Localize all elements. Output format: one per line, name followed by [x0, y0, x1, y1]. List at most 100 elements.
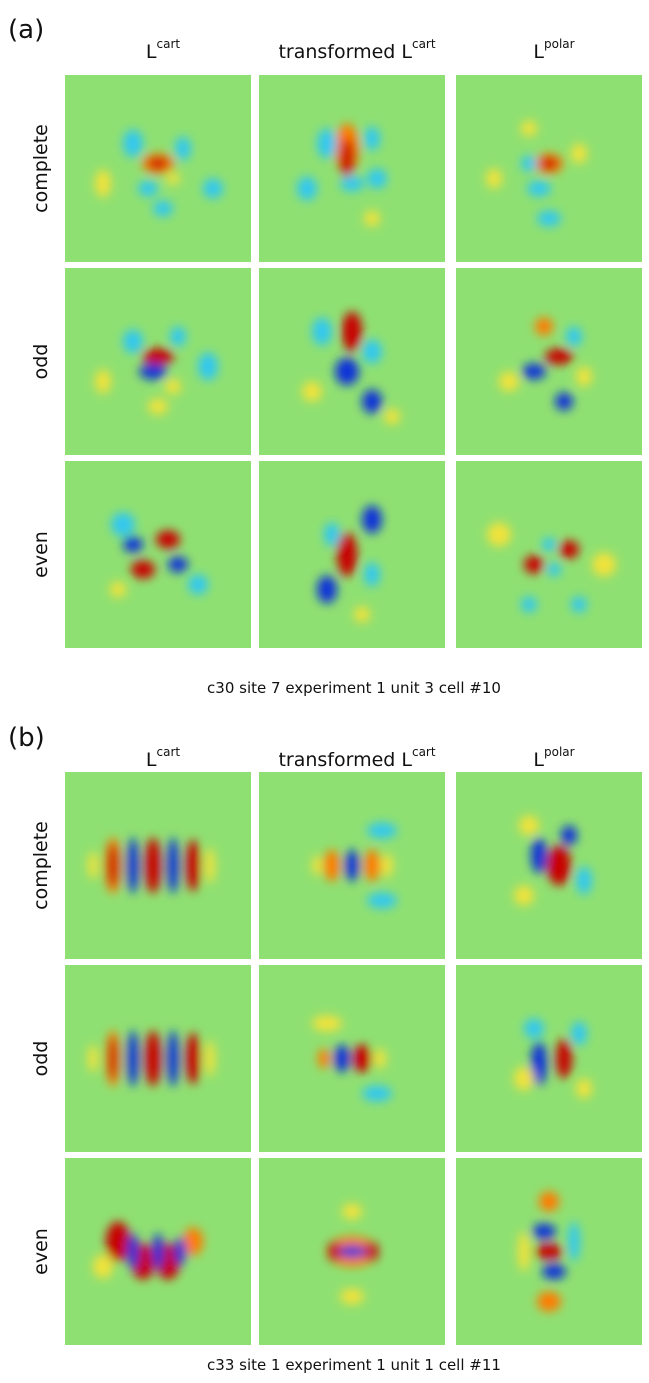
pattern-blob — [519, 816, 539, 836]
column-header: Lpolar — [533, 745, 574, 771]
pattern-blob — [142, 349, 174, 365]
filter-image — [456, 461, 642, 648]
filter-image — [65, 965, 251, 1152]
pattern-blob — [364, 563, 380, 587]
pattern-blob — [362, 340, 382, 364]
pattern-blob — [537, 1292, 561, 1312]
header-base: transformed L — [278, 749, 412, 771]
figure: (a)Lcarttransformed LcartLpolarcompleteo… — [0, 0, 649, 1383]
filter-image — [65, 461, 251, 648]
filter-image — [65, 1158, 251, 1345]
pattern-blob — [123, 330, 143, 354]
pattern-blob — [138, 181, 158, 197]
pattern-blob — [110, 582, 126, 598]
pattern-blob — [532, 1224, 556, 1240]
pattern-blob — [576, 867, 592, 895]
header-sup: cart — [157, 37, 181, 51]
pattern-blob — [127, 1234, 139, 1270]
image-background — [456, 461, 642, 648]
header-base: L — [533, 41, 544, 63]
pattern-blob — [568, 1222, 580, 1262]
pattern-blob — [167, 1031, 179, 1087]
pattern-blob — [186, 1033, 200, 1085]
row-label: complete — [30, 821, 52, 910]
pattern-blob — [542, 538, 556, 552]
pattern-blob — [342, 1204, 362, 1220]
pattern-blob — [152, 1234, 164, 1270]
filter-image — [259, 1158, 445, 1345]
column-header: Lpolar — [533, 37, 574, 63]
header-sup: cart — [412, 745, 436, 759]
pattern-blob — [317, 576, 337, 604]
pattern-blob — [328, 1242, 340, 1262]
header-base: L — [146, 41, 157, 63]
pattern-blob — [381, 854, 393, 878]
pattern-blob — [145, 1031, 161, 1087]
filter-image — [65, 772, 251, 959]
pattern-blob — [499, 372, 519, 392]
pattern-blob — [123, 537, 143, 553]
pattern-blob — [514, 1067, 534, 1091]
pattern-blob — [334, 1045, 350, 1073]
caption: c33 site 1 experiment 1 unit 1 cell #11 — [207, 1356, 501, 1374]
pattern-blob — [131, 561, 155, 579]
pattern-blob — [487, 523, 511, 547]
header-sup: cart — [412, 37, 436, 51]
filter-image — [259, 75, 445, 262]
pattern-blob — [362, 390, 382, 414]
filter-image — [259, 965, 445, 1152]
pattern-blob — [340, 1289, 364, 1305]
row-label: even — [30, 1228, 52, 1275]
pattern-blob — [88, 852, 98, 880]
pattern-blob — [165, 379, 181, 395]
pattern-blob — [524, 1019, 544, 1039]
pattern-blob — [93, 1255, 113, 1279]
pattern-blob — [362, 506, 382, 534]
header-base: transformed L — [278, 41, 412, 63]
pattern-blob — [531, 838, 547, 874]
pattern-blob — [367, 823, 397, 839]
image-background — [65, 461, 251, 648]
pattern-blob — [542, 1264, 566, 1280]
pattern-blob — [559, 541, 579, 559]
pattern-blob — [576, 367, 592, 387]
pattern-blob — [535, 1244, 563, 1260]
pattern-blob — [123, 130, 143, 158]
pattern-blob — [342, 312, 362, 352]
pattern-blob — [312, 856, 322, 876]
pattern-blob — [168, 557, 188, 573]
pattern-blob — [571, 1022, 587, 1046]
column-header: transformed Lcart — [278, 37, 435, 63]
header-base: L — [533, 749, 544, 771]
pattern-blob — [188, 575, 208, 595]
pattern-blob — [153, 201, 173, 217]
pattern-blob — [362, 1086, 392, 1102]
pattern-blob — [111, 513, 135, 537]
header-sup: cart — [157, 745, 181, 759]
filter-image — [259, 461, 445, 648]
row-label: complete — [30, 124, 52, 213]
filter-image — [456, 965, 642, 1152]
pattern-blob — [145, 838, 161, 894]
pattern-blob — [167, 838, 179, 894]
pattern-blob — [324, 523, 340, 547]
pattern-blob — [353, 1045, 371, 1073]
pattern-blob — [592, 553, 616, 577]
pattern-blob — [521, 121, 537, 137]
pattern-blob — [514, 886, 534, 906]
pattern-blob — [88, 1045, 98, 1073]
pattern-blob — [198, 353, 218, 381]
pattern-blob — [540, 158, 558, 170]
pattern-blob — [127, 838, 139, 894]
pattern-blob — [522, 364, 546, 380]
pattern-blob — [127, 1031, 139, 1087]
pattern-blob — [183, 1228, 203, 1256]
pattern-blob — [337, 1246, 367, 1258]
filter-image — [456, 268, 642, 455]
header-sup: polar — [544, 37, 575, 51]
column-header: Lcart — [146, 745, 180, 771]
pattern-blob — [203, 179, 223, 199]
pattern-blob — [317, 129, 337, 159]
